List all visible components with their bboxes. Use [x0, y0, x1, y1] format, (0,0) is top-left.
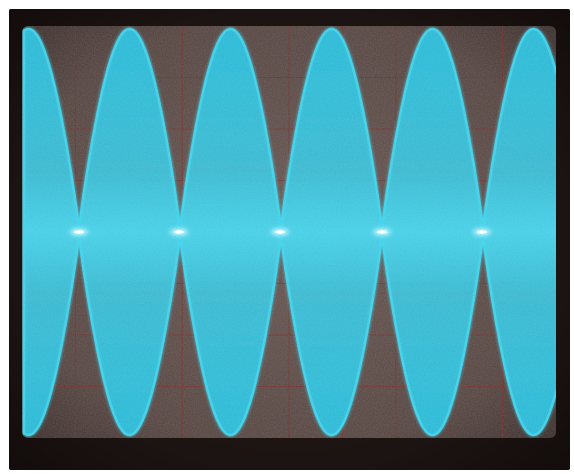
envelope-node-core: [174, 230, 184, 234]
envelope-node-core: [74, 230, 84, 234]
envelope-node-core: [477, 230, 487, 234]
waveform-trace: [22, 26, 556, 438]
envelope-node-core: [377, 230, 387, 234]
envelope-node-core: [275, 230, 285, 234]
